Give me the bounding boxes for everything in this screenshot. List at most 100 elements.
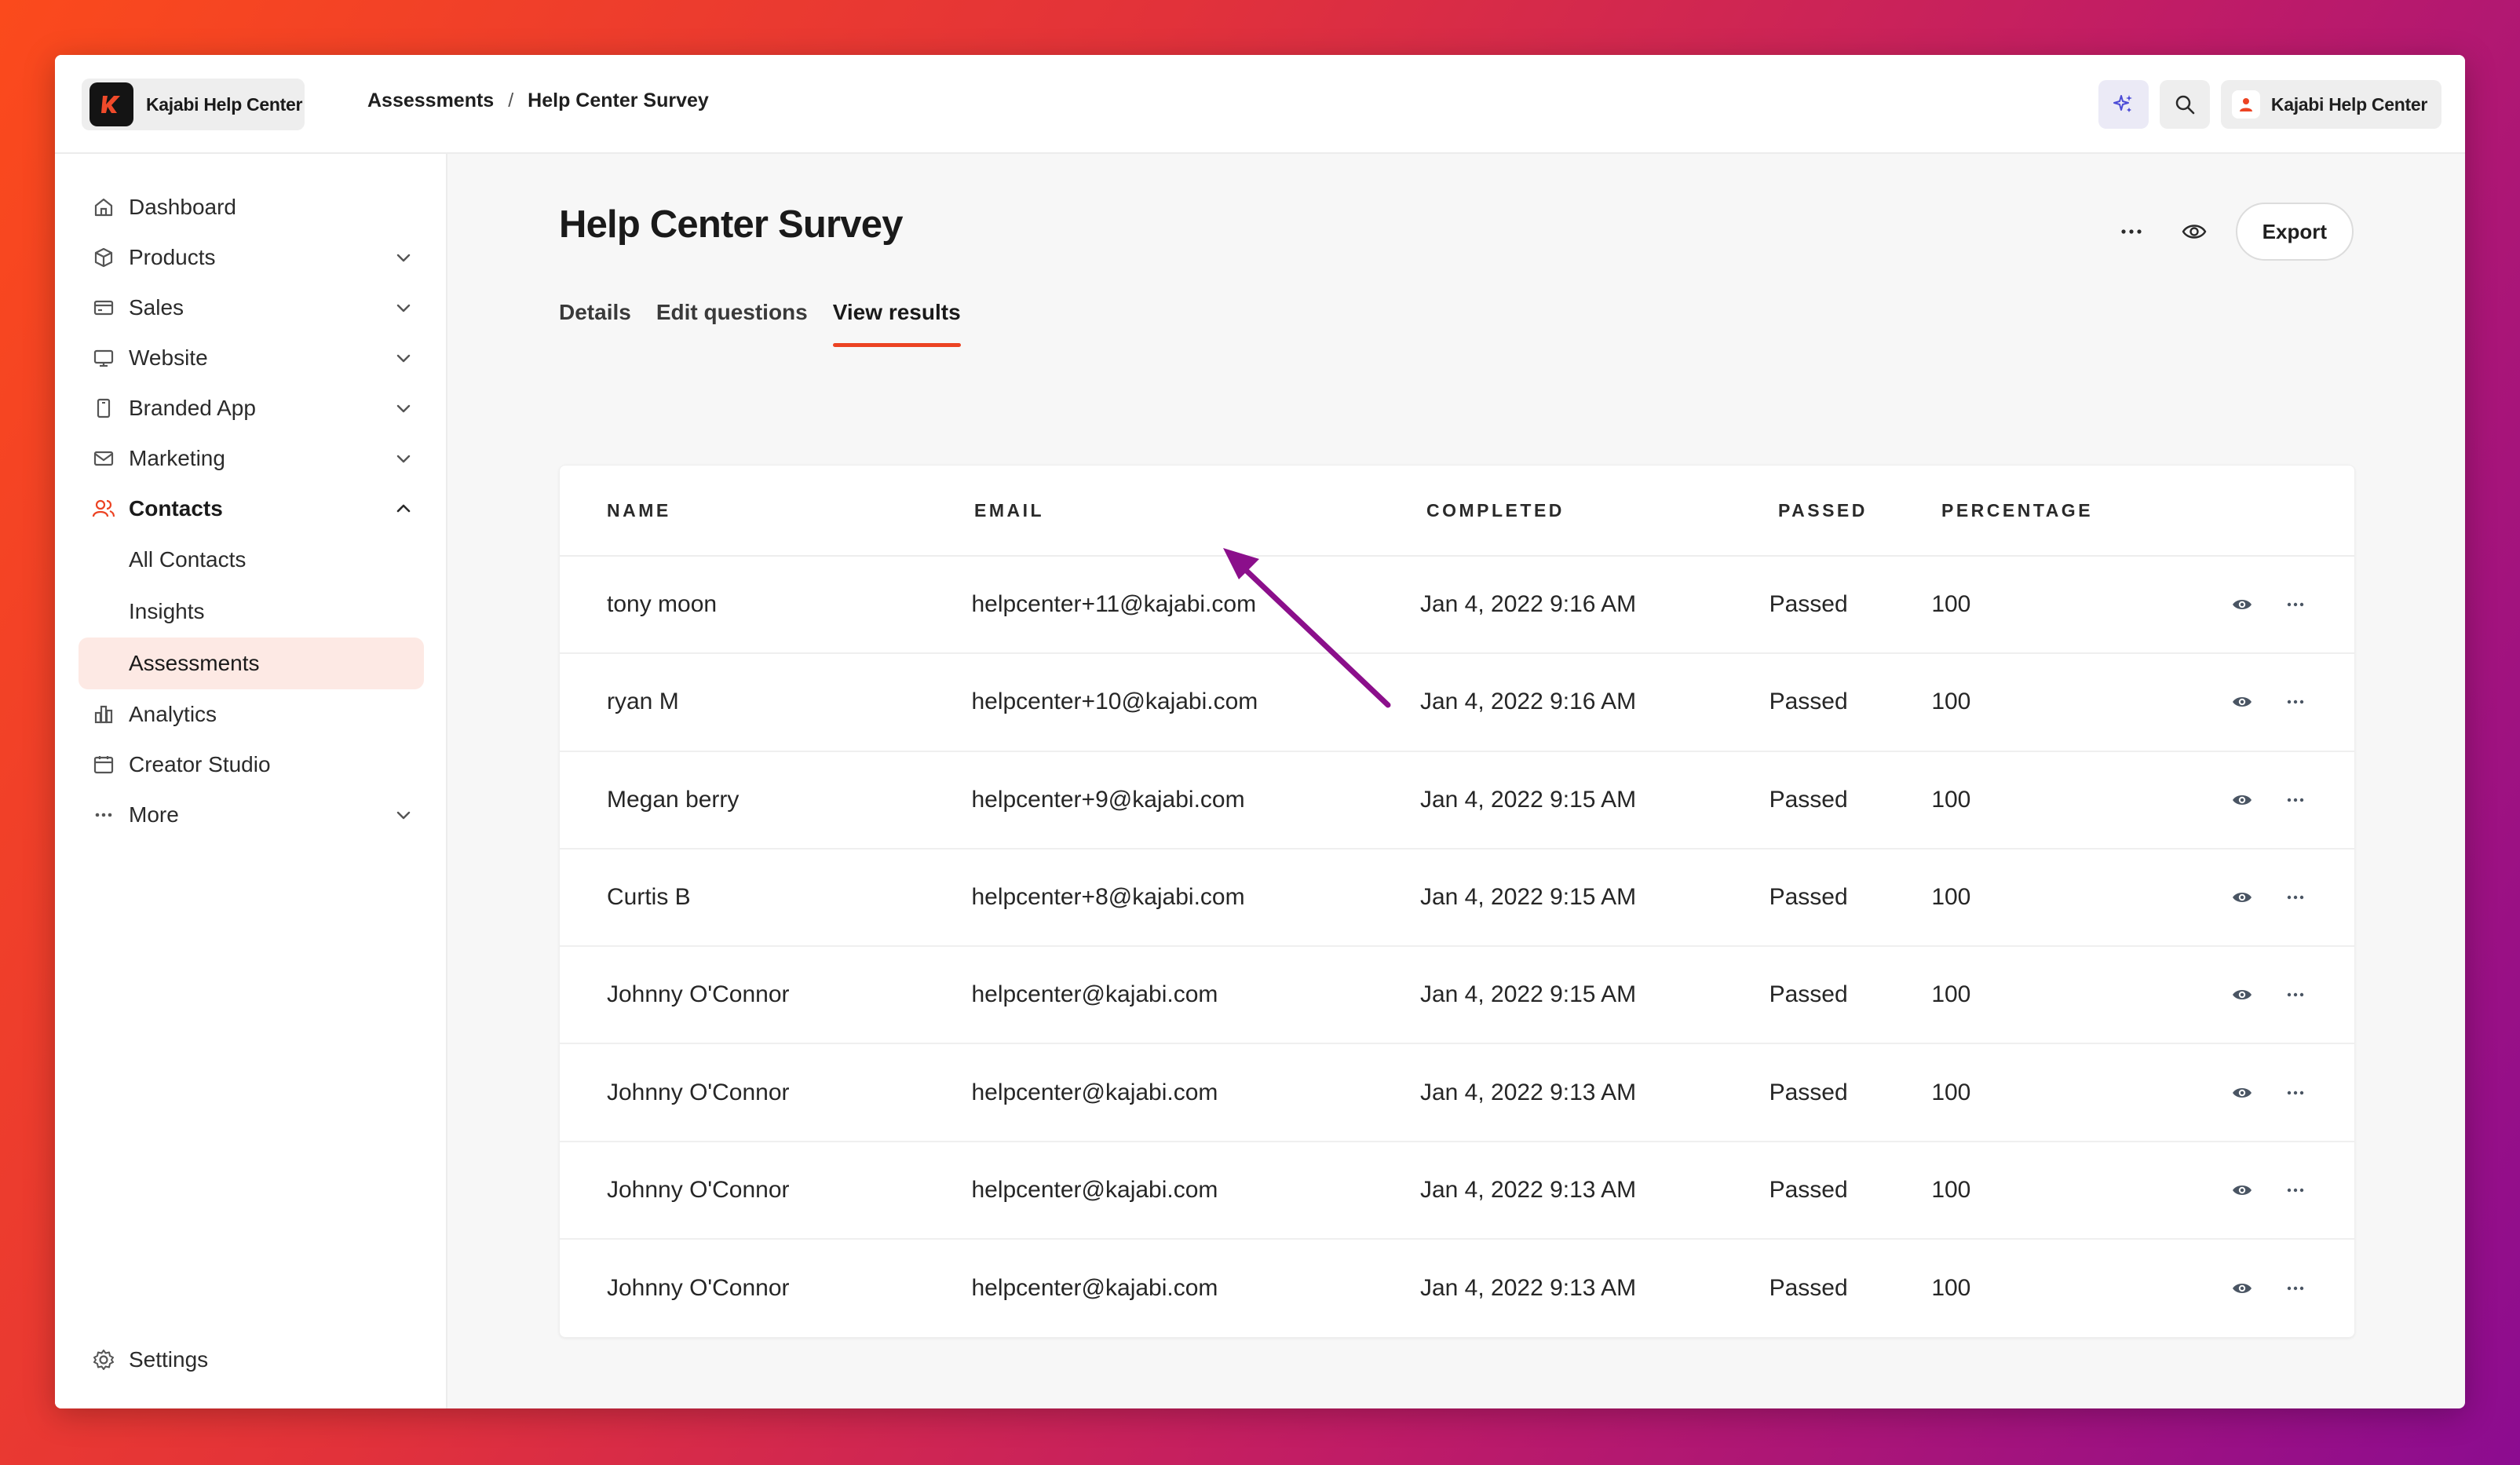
ellipsis-icon[interactable]	[2281, 1273, 2310, 1303]
more-options-button[interactable]	[2110, 210, 2153, 253]
cell-passed: Passed	[1769, 1176, 1848, 1203]
cell-name: ryan M	[607, 689, 679, 715]
bar-chart-icon	[91, 702, 116, 727]
eye-icon[interactable]	[2227, 785, 2257, 815]
column-header-passed: PASSED	[1778, 499, 1868, 521]
mail-icon	[91, 446, 116, 471]
column-header-name: NAME	[607, 499, 671, 521]
eye-icon[interactable]	[2227, 882, 2257, 912]
eye-icon[interactable]	[2227, 687, 2257, 717]
cell-percentage: 100	[1931, 1176, 1971, 1203]
sidebar-item-analytics[interactable]: Analytics	[79, 689, 424, 740]
sidebar-item-marketing[interactable]: Marketing	[79, 433, 424, 484]
sidebar-subitem-insights[interactable]: Insights	[129, 599, 205, 623]
tab-bar: Details Edit questions View results	[559, 300, 961, 347]
ellipsis-icon[interactable]	[2281, 1175, 2310, 1205]
tab-view-results[interactable]: View results	[832, 300, 961, 347]
breadcrumb-parent[interactable]: Assessments	[367, 90, 495, 111]
search-button[interactable]	[2159, 80, 2210, 129]
cell-percentage: 100	[1931, 884, 1971, 911]
cell-completed: Jan 4, 2022 9:16 AM	[1419, 591, 1637, 618]
table-row[interactable]: Johnny O'Connor helpcenter@kajabi.com Jan …	[560, 1044, 2354, 1142]
search-icon	[2175, 95, 2195, 115]
ai-assistant-button[interactable]	[2098, 80, 2149, 129]
box-icon	[91, 245, 116, 270]
chevron-down-icon	[396, 404, 411, 413]
cell-completed: Jan 4, 2022 9:15 AM	[1419, 884, 1637, 911]
cell-completed: Jan 4, 2022 9:13 AM	[1419, 1079, 1637, 1105]
top-actions: Kajabi Help Center	[2098, 80, 2441, 129]
users-icon	[91, 496, 116, 521]
ellipsis-icon[interactable]	[2281, 980, 2310, 1010]
monitor-icon	[91, 345, 116, 371]
cell-email: helpcenter@kajabi.com	[971, 1079, 1218, 1105]
chevron-up-icon	[396, 504, 411, 513]
cell-passed: Passed	[1769, 786, 1848, 813]
ellipsis-icon	[91, 802, 116, 827]
cell-email: helpcenter@kajabi.com	[971, 1176, 1218, 1203]
sidebar-item-products[interactable]: Products	[79, 232, 424, 283]
sidebar-item-website[interactable]: Website	[79, 333, 424, 383]
table-row[interactable]: tony moon helpcenter+11@kajabi.com Jan 4, …	[560, 557, 2354, 655]
sidebar-item-dashboard[interactable]: Dashboard	[79, 182, 424, 232]
row-actions	[2227, 1175, 2354, 1205]
eye-icon[interactable]	[2227, 980, 2257, 1010]
cell-email: helpcenter+8@kajabi.com	[971, 884, 1245, 911]
ellipsis-icon[interactable]	[2281, 1078, 2310, 1108]
row-actions	[2227, 980, 2354, 1010]
home-icon	[91, 195, 116, 220]
eye-icon[interactable]	[2227, 1078, 2257, 1108]
eye-icon[interactable]	[2227, 1273, 2257, 1303]
sidebar-item-label: Analytics	[129, 702, 217, 726]
export-button[interactable]: Export	[2235, 203, 2354, 261]
table-row[interactable]: Johnny O'Connor helpcenter@kajabi.com Jan …	[560, 1240, 2354, 1337]
calendar-icon	[91, 752, 116, 777]
account-switcher[interactable]: Kajabi Help Center	[2220, 80, 2441, 129]
cell-passed: Passed	[1769, 981, 1848, 1008]
sidebar-item-creator-studio[interactable]: Creator Studio	[79, 740, 424, 790]
ellipsis-icon[interactable]	[2281, 785, 2310, 815]
ellipsis-icon[interactable]	[2281, 687, 2310, 717]
results-table: NAME EMAIL COMPLETED PASSED PERCENTAGE t…	[559, 465, 2355, 1338]
ellipsis-icon[interactable]	[2281, 590, 2310, 619]
sidebar-item-label: Contacts	[129, 496, 223, 521]
eye-icon[interactable]	[2227, 1175, 2257, 1205]
cell-percentage: 100	[1931, 689, 1971, 715]
brand-switcher[interactable]: Kajabi Help Center	[82, 79, 305, 130]
tab-edit-questions[interactable]: Edit questions	[656, 300, 808, 324]
row-actions	[2227, 687, 2354, 717]
table-row[interactable]: Johnny O'Connor helpcenter@kajabi.com Jan …	[560, 947, 2354, 1045]
sidebar: Dashboard Products Sales W	[55, 154, 447, 1408]
sidebar-item-label: Sales	[129, 295, 184, 320]
table-row[interactable]: ryan M helpcenter+10@kajabi.com Jan 4, 202…	[560, 654, 2354, 752]
chevron-down-icon	[396, 455, 411, 463]
tab-details[interactable]: Details	[559, 300, 631, 324]
table-row[interactable]: Curtis B helpcenter+8@kajabi.com Jan 4, 20…	[560, 849, 2354, 948]
cell-percentage: 100	[1931, 981, 1971, 1008]
cell-completed: Jan 4, 2022 9:13 AM	[1419, 1176, 1637, 1203]
sidebar-item-settings[interactable]: Settings	[79, 1335, 424, 1385]
sidebar-item-contacts[interactable]: Contacts	[79, 484, 424, 534]
column-header-completed: COMPLETED	[1426, 499, 1565, 521]
cell-email: helpcenter+9@kajabi.com	[971, 786, 1245, 813]
row-actions	[2227, 590, 2354, 619]
cell-email: helpcenter@kajabi.com	[971, 981, 1218, 1008]
table-row[interactable]: Johnny O'Connor helpcenter@kajabi.com Jan …	[560, 1142, 2354, 1240]
sidebar-subitem-all-contacts[interactable]: All Contacts	[129, 547, 247, 572]
sidebar-item-more[interactable]: More	[79, 790, 424, 840]
eye-icon[interactable]	[2227, 590, 2257, 619]
ellipsis-icon[interactable]	[2281, 882, 2310, 912]
sidebar-bottom: Settings	[79, 1335, 424, 1385]
user-avatar-icon	[2231, 90, 2260, 119]
sidebar-item-branded-app[interactable]: Branded App	[79, 383, 424, 433]
cell-passed: Passed	[1769, 1079, 1848, 1105]
table-row[interactable]: Megan berry helpcenter+9@kajabi.com Jan 4,…	[560, 752, 2354, 849]
cell-percentage: 100	[1931, 591, 1971, 618]
page-title: Help Center Survey	[559, 203, 903, 246]
column-header-percentage: PERCENTAGE	[1941, 499, 2094, 521]
sidebar-item-sales[interactable]: Sales	[79, 283, 424, 333]
cell-name: Johnny O'Connor	[607, 1275, 790, 1302]
table-body: tony moon helpcenter+11@kajabi.com Jan 4, …	[560, 557, 2354, 1337]
sidebar-subitem-assessments[interactable]: Assessments	[79, 638, 424, 689]
preview-button[interactable]	[2173, 210, 2215, 253]
